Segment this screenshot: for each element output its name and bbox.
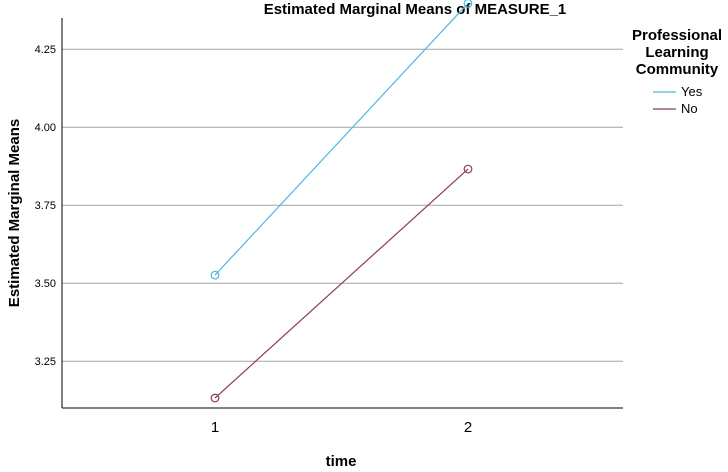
legend-title-line-1: Professional — [632, 27, 722, 44]
legend: Professional Learning Community Yes No — [632, 27, 722, 116]
y-tick-labels: 3.25 3.50 3.75 4.00 4.25 — [35, 44, 56, 368]
y-tick-label: 3.25 — [35, 356, 56, 368]
data-point-yes — [210, 270, 220, 280]
legend-title-line-3: Community — [636, 61, 719, 78]
y-tick-label: 4.00 — [35, 122, 56, 134]
legend-items: Yes No — [653, 84, 703, 116]
series-line-yes — [214, 2, 469, 276]
y-axis-label: Estimated Marginal Means — [6, 119, 23, 307]
y-tick-label: 3.50 — [35, 278, 56, 290]
axes — [61, 18, 623, 409]
y-tick-label: 3.75 — [35, 200, 56, 212]
data-point-no — [463, 164, 473, 174]
series-line-no — [214, 168, 469, 399]
data-point-no — [210, 393, 220, 403]
chart-title: Estimated Marginal Means of MEASURE_1 — [264, 1, 567, 18]
x-axis-label: time — [326, 453, 357, 470]
x-tick-label: 2 — [464, 419, 472, 436]
legend-label-no: No — [681, 101, 698, 116]
series-lines — [210, 0, 473, 403]
legend-title-line-2: Learning — [645, 44, 708, 61]
x-tick-label: 1 — [211, 419, 219, 436]
gridlines — [62, 48, 623, 362]
data-point-yes — [463, 0, 473, 8]
legend-label-yes: Yes — [681, 84, 703, 99]
y-tick-label: 4.25 — [35, 44, 56, 56]
